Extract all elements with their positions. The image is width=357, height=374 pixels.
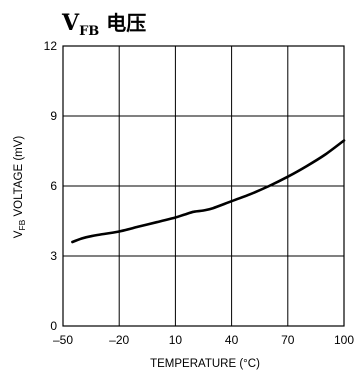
ylabel-main: V xyxy=(13,230,25,238)
x-axis-label: TEMPERATURE (°C) xyxy=(150,358,260,370)
x-tick-label-1: –20 xyxy=(109,333,129,347)
ylabel-suffix: VOLTAGE (mV) xyxy=(13,136,25,220)
y-tick-label-3: 9 xyxy=(50,109,57,123)
title-suffix: 电压 xyxy=(99,11,146,35)
x-tick-label-2: 10 xyxy=(169,333,183,347)
y-tick-label-4: 12 xyxy=(44,39,58,53)
ylabel-subscript: FB xyxy=(17,219,27,230)
y-tick-label-0: 0 xyxy=(50,319,57,333)
y-axis-label: VFB VOLTAGE (mV) xyxy=(13,136,27,239)
y-tick-label-2: 6 xyxy=(50,179,57,193)
series-line-0 xyxy=(71,139,346,244)
x-tick-label-3: 40 xyxy=(225,333,239,347)
x-tick-label-4: 70 xyxy=(281,333,295,347)
chart-title: VFB 电压 xyxy=(61,10,146,39)
title-subscript: FB xyxy=(79,24,99,39)
plot-area: 0 3 6 9 12 –50 –20 10 40 70 100 xyxy=(44,39,355,347)
y-tick-label-1: 3 xyxy=(50,249,57,263)
x-tick-label-0: –50 xyxy=(53,333,73,347)
x-tick-label-5: 100 xyxy=(334,333,354,347)
title-main: V xyxy=(61,10,80,36)
plot-frame xyxy=(62,45,345,327)
